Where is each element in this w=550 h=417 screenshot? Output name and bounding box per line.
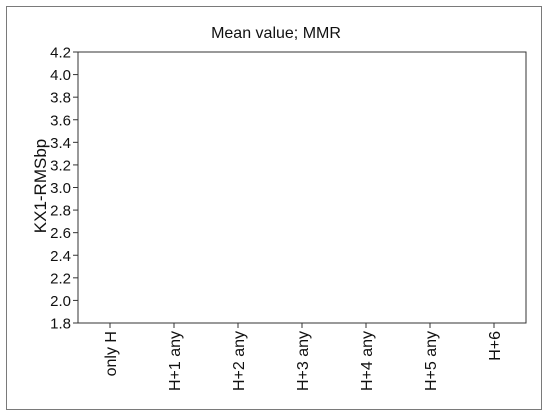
y-ticks: 1.8 2.0 2.2 2.4 2.6 2.8 3.0 3.2 3.4 3.6 3.8 4.0 4.2	[50, 45, 78, 333]
plot-area	[77, 51, 527, 324]
y-tick-label: 2.4	[50, 248, 71, 265]
y-axis-label: KX1-RMSbp	[31, 139, 50, 233]
x-tick-label: H+6	[487, 331, 504, 361]
chart-title: Mean value; MMR	[211, 25, 341, 42]
y-tick-label: 3.4	[50, 135, 71, 152]
x-tick-label: H+3 any	[295, 331, 312, 391]
y-tick-label: 4.2	[50, 45, 71, 62]
y-tick-label: 3.0	[50, 180, 71, 197]
y-tick-label: 2.6	[50, 225, 71, 242]
y-tick-label: 1.8	[50, 316, 71, 333]
y-tick-label: 2.0	[50, 293, 71, 310]
y-tick-label: 3.2	[50, 157, 71, 174]
x-tick-label: only H	[103, 331, 120, 376]
y-tick-label: 2.8	[50, 203, 71, 220]
x-tick-label: H+4 any	[359, 331, 376, 391]
y-tick-label: 2.2	[50, 270, 71, 287]
y-tick-label: 3.6	[50, 112, 71, 129]
x-ticks: only H H+1 any H+2 any H+3 any H+4 any H+5 an…	[103, 323, 504, 391]
axes	[77, 51, 527, 324]
x-tick-label: H+5 any	[423, 331, 440, 391]
y-tick-label: 3.8	[50, 90, 71, 107]
x-tick-label: H+1 any	[167, 331, 184, 391]
y-tick-label: 4.0	[50, 67, 71, 84]
x-tick-label: H+2 any	[231, 331, 248, 391]
